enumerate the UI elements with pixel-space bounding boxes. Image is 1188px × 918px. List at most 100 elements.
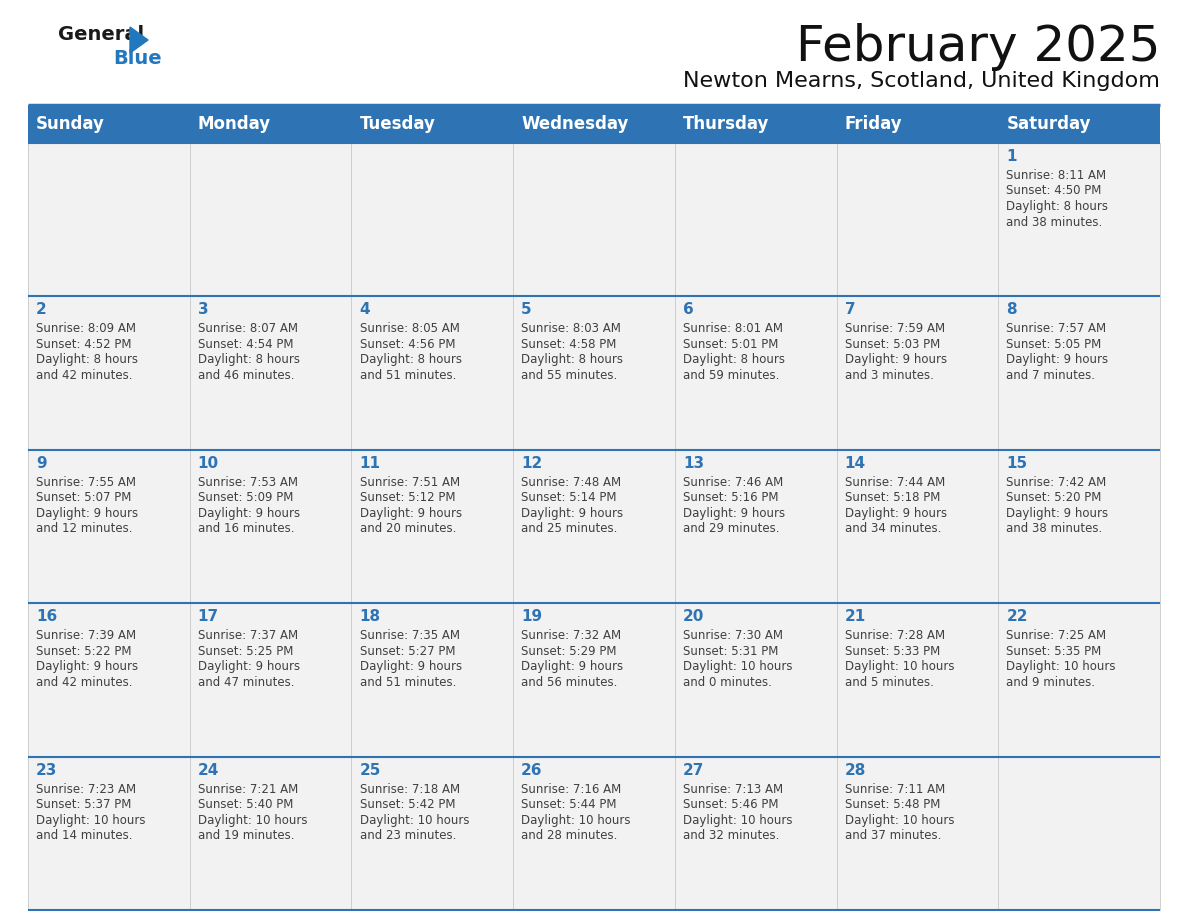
Text: Wednesday: Wednesday: [522, 115, 628, 133]
Text: Daylight: 9 hours: Daylight: 9 hours: [1006, 507, 1108, 520]
Text: 7: 7: [845, 302, 855, 318]
Text: and 0 minutes.: and 0 minutes.: [683, 676, 772, 688]
Text: Sunset: 5:01 PM: Sunset: 5:01 PM: [683, 338, 778, 351]
Text: 22: 22: [1006, 610, 1028, 624]
Bar: [190, 143, 352, 297]
Text: Sunrise: 7:25 AM: Sunrise: 7:25 AM: [1006, 629, 1106, 643]
Text: 13: 13: [683, 456, 704, 471]
Text: 18: 18: [360, 610, 380, 624]
Text: Daylight: 8 hours: Daylight: 8 hours: [522, 353, 624, 366]
Text: and 51 minutes.: and 51 minutes.: [360, 369, 456, 382]
Text: Sunset: 5:27 PM: Sunset: 5:27 PM: [360, 644, 455, 657]
Text: Sunday: Sunday: [36, 115, 105, 133]
Bar: [998, 756, 1159, 910]
Text: Friday: Friday: [845, 115, 902, 133]
Bar: [675, 450, 836, 603]
Text: Daylight: 8 hours: Daylight: 8 hours: [683, 353, 785, 366]
Text: 2: 2: [36, 302, 46, 318]
Text: Sunrise: 7:46 AM: Sunrise: 7:46 AM: [683, 476, 783, 488]
Text: Sunrise: 7:21 AM: Sunrise: 7:21 AM: [197, 783, 298, 796]
Bar: [998, 297, 1159, 450]
Text: and 14 minutes.: and 14 minutes.: [36, 829, 133, 842]
Text: Sunset: 5:05 PM: Sunset: 5:05 PM: [1006, 338, 1101, 351]
Text: Daylight: 9 hours: Daylight: 9 hours: [36, 507, 138, 520]
Bar: [190, 297, 352, 450]
Text: Daylight: 9 hours: Daylight: 9 hours: [683, 507, 785, 520]
Text: Daylight: 10 hours: Daylight: 10 hours: [522, 813, 631, 826]
Text: Sunrise: 7:13 AM: Sunrise: 7:13 AM: [683, 783, 783, 796]
Text: Tuesday: Tuesday: [360, 115, 435, 133]
Bar: [836, 105, 998, 143]
Text: Daylight: 9 hours: Daylight: 9 hours: [36, 660, 138, 673]
Bar: [352, 105, 513, 143]
Bar: [352, 756, 513, 910]
Bar: [29, 603, 190, 756]
Text: Monday: Monday: [197, 115, 271, 133]
Text: Sunrise: 7:59 AM: Sunrise: 7:59 AM: [845, 322, 944, 335]
Bar: [836, 756, 998, 910]
Text: Sunset: 5:44 PM: Sunset: 5:44 PM: [522, 798, 617, 812]
Text: Daylight: 10 hours: Daylight: 10 hours: [1006, 660, 1116, 673]
Text: 4: 4: [360, 302, 371, 318]
Text: 10: 10: [197, 456, 219, 471]
Bar: [190, 603, 352, 756]
Bar: [836, 297, 998, 450]
Text: Daylight: 9 hours: Daylight: 9 hours: [197, 507, 299, 520]
Bar: [352, 603, 513, 756]
Bar: [998, 105, 1159, 143]
Text: Sunset: 5:25 PM: Sunset: 5:25 PM: [197, 644, 293, 657]
Text: Sunrise: 7:16 AM: Sunrise: 7:16 AM: [522, 783, 621, 796]
Text: Daylight: 8 hours: Daylight: 8 hours: [36, 353, 138, 366]
Text: and 19 minutes.: and 19 minutes.: [197, 829, 295, 842]
Text: Sunrise: 7:44 AM: Sunrise: 7:44 AM: [845, 476, 944, 488]
Bar: [675, 143, 836, 297]
Text: 17: 17: [197, 610, 219, 624]
Text: and 9 minutes.: and 9 minutes.: [1006, 676, 1095, 688]
Text: Sunset: 4:50 PM: Sunset: 4:50 PM: [1006, 185, 1101, 197]
Text: and 42 minutes.: and 42 minutes.: [36, 369, 133, 382]
Text: and 25 minutes.: and 25 minutes.: [522, 522, 618, 535]
Text: Sunrise: 7:48 AM: Sunrise: 7:48 AM: [522, 476, 621, 488]
Text: Sunrise: 7:23 AM: Sunrise: 7:23 AM: [36, 783, 137, 796]
Text: Sunrise: 7:53 AM: Sunrise: 7:53 AM: [197, 476, 298, 488]
Text: and 28 minutes.: and 28 minutes.: [522, 829, 618, 842]
Text: and 42 minutes.: and 42 minutes.: [36, 676, 133, 688]
Bar: [29, 297, 190, 450]
Bar: [29, 143, 190, 297]
Text: Daylight: 10 hours: Daylight: 10 hours: [36, 813, 146, 826]
Text: Sunrise: 8:11 AM: Sunrise: 8:11 AM: [1006, 169, 1106, 182]
Text: Sunrise: 7:18 AM: Sunrise: 7:18 AM: [360, 783, 460, 796]
Text: and 7 minutes.: and 7 minutes.: [1006, 369, 1095, 382]
Text: 14: 14: [845, 456, 866, 471]
Bar: [190, 756, 352, 910]
Text: 27: 27: [683, 763, 704, 778]
Bar: [675, 756, 836, 910]
Text: 28: 28: [845, 763, 866, 778]
Text: 9: 9: [36, 456, 46, 471]
Bar: [998, 603, 1159, 756]
Text: 20: 20: [683, 610, 704, 624]
Text: and 23 minutes.: and 23 minutes.: [360, 829, 456, 842]
Text: Sunset: 5:07 PM: Sunset: 5:07 PM: [36, 491, 132, 504]
Text: Sunset: 4:52 PM: Sunset: 4:52 PM: [36, 338, 132, 351]
Bar: [998, 143, 1159, 297]
Text: 3: 3: [197, 302, 208, 318]
Text: Daylight: 10 hours: Daylight: 10 hours: [845, 660, 954, 673]
Polygon shape: [129, 27, 148, 53]
Bar: [513, 450, 675, 603]
Text: 26: 26: [522, 763, 543, 778]
Text: 16: 16: [36, 610, 57, 624]
Text: 8: 8: [1006, 302, 1017, 318]
Bar: [352, 297, 513, 450]
Text: Sunset: 5:16 PM: Sunset: 5:16 PM: [683, 491, 778, 504]
Text: and 37 minutes.: and 37 minutes.: [845, 829, 941, 842]
Text: Sunset: 4:56 PM: Sunset: 4:56 PM: [360, 338, 455, 351]
Bar: [513, 603, 675, 756]
Text: Daylight: 9 hours: Daylight: 9 hours: [845, 507, 947, 520]
Text: Daylight: 10 hours: Daylight: 10 hours: [683, 660, 792, 673]
Text: Sunrise: 7:11 AM: Sunrise: 7:11 AM: [845, 783, 944, 796]
Text: Sunset: 5:03 PM: Sunset: 5:03 PM: [845, 338, 940, 351]
Text: 23: 23: [36, 763, 57, 778]
Text: Sunrise: 8:09 AM: Sunrise: 8:09 AM: [36, 322, 137, 335]
Text: Daylight: 8 hours: Daylight: 8 hours: [1006, 200, 1108, 213]
